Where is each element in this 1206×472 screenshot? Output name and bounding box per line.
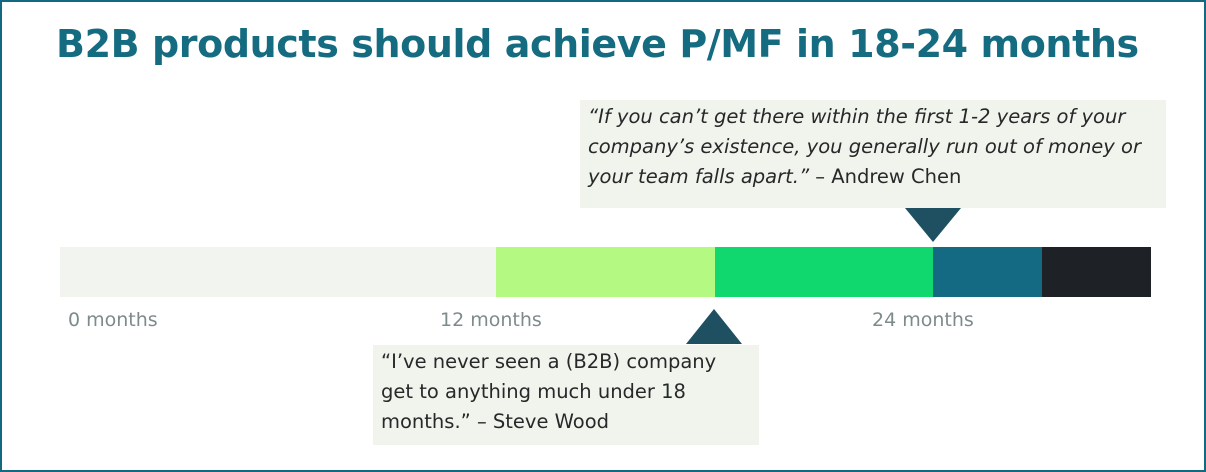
timeline-segment-0-12-months <box>60 247 496 297</box>
timeline-segment-12-18-months <box>496 247 715 297</box>
quote-steve-wood-text: “I’ve never seen a (B2B) company get to … <box>381 350 717 433</box>
marker-24-months-down-triangle <box>905 208 961 242</box>
quote-andrew-chen: “If you can’t get there within the first… <box>580 100 1166 208</box>
quote-steve-wood: “I’ve never seen a (B2B) company get to … <box>373 345 759 445</box>
timeline-segment-27-30-months <box>1042 247 1151 297</box>
timeline-bar <box>60 247 1151 297</box>
quote-andrew-chen-author: – Andrew Chen <box>815 165 962 188</box>
diagram-title: B2B products should achieve P/MF in 18-2… <box>56 22 1139 66</box>
marker-18-months-up-triangle <box>686 309 742 344</box>
tick-label-24-months: 24 months <box>872 309 974 331</box>
tick-label-0-months: 0 months <box>68 309 158 331</box>
timeline-segment-24-27-months <box>933 247 1042 297</box>
tick-label-12-months: 12 months <box>440 309 542 331</box>
quote-steve-wood-author: – Steve Wood <box>476 410 610 433</box>
timeline-segment-18-24-months <box>715 247 933 297</box>
quote-andrew-chen-text: “If you can’t get there within the first… <box>588 105 1141 188</box>
